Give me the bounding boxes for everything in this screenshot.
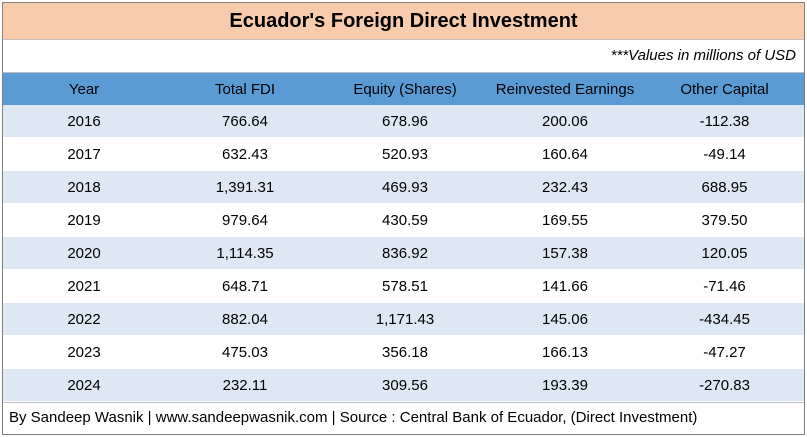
table-row: 2018 1,391.31 469.93 232.43 688.95 bbox=[3, 170, 804, 204]
table: Year Total FDI Equity (Shares) Reinvested E… bbox=[3, 73, 804, 402]
table-row: 2016 766.64 678.96 200.06 -112.38 bbox=[3, 105, 804, 138]
table-row: 2023 475.03 356.18 166.13 -47.27 bbox=[3, 335, 804, 369]
value-cell: 469.93 bbox=[325, 170, 485, 204]
value-cell: 232.43 bbox=[485, 170, 645, 204]
header-row: Year Total FDI Equity (Shares) Reinvested E… bbox=[3, 73, 804, 105]
value-cell: 648.71 bbox=[165, 269, 325, 303]
value-cell: 1,114.35 bbox=[165, 236, 325, 270]
footer: By Sandeep Wasnik | www.sandeepwasnik.co… bbox=[3, 402, 804, 433]
value-cell: -47.27 bbox=[645, 335, 804, 369]
value-cell: -270.83 bbox=[645, 368, 804, 402]
value-cell: 193.39 bbox=[485, 368, 645, 402]
value-cell: 979.64 bbox=[165, 203, 325, 237]
value-cell: 120.05 bbox=[645, 236, 804, 270]
value-cell: 200.06 bbox=[485, 105, 645, 138]
table-row: 2020 1,114.35 836.92 157.38 120.05 bbox=[3, 236, 804, 270]
year-cell: 2023 bbox=[3, 335, 165, 369]
value-cell: 157.38 bbox=[485, 236, 645, 270]
value-cell: -112.38 bbox=[645, 105, 804, 138]
year-cell: 2019 bbox=[3, 203, 165, 237]
value-cell: 145.06 bbox=[485, 302, 645, 336]
note: ***Values in millions of USD bbox=[3, 40, 804, 73]
title: Ecuador's Foreign Direct Investment bbox=[3, 3, 804, 40]
year-cell: 2018 bbox=[3, 170, 165, 204]
year-cell: 2021 bbox=[3, 269, 165, 303]
value-cell: -434.45 bbox=[645, 302, 804, 336]
column-header: Equity (Shares) bbox=[325, 73, 485, 105]
value-cell: 678.96 bbox=[325, 105, 485, 138]
value-cell: 430.59 bbox=[325, 203, 485, 237]
table-body: 2016 766.64 678.96 200.06 -112.38 2017 632.43 5… bbox=[3, 105, 804, 402]
year-cell: 2024 bbox=[3, 368, 165, 402]
value-cell: 475.03 bbox=[165, 335, 325, 369]
column-header: Reinvested Earnings bbox=[485, 73, 645, 105]
table-row: 2017 632.43 520.93 160.64 -49.14 bbox=[3, 137, 804, 171]
value-cell: 379.50 bbox=[645, 203, 804, 237]
column-header: Year bbox=[3, 73, 165, 105]
year-cell: 2017 bbox=[3, 137, 165, 171]
value-cell: 578.51 bbox=[325, 269, 485, 303]
value-cell: 836.92 bbox=[325, 236, 485, 270]
value-cell: 882.04 bbox=[165, 302, 325, 336]
value-cell: 160.64 bbox=[485, 137, 645, 171]
column-header: Total FDI bbox=[165, 73, 325, 105]
value-cell: 1,391.31 bbox=[165, 170, 325, 204]
table-row: 2021 648.71 578.51 141.66 -71.46 bbox=[3, 269, 804, 303]
year-cell: 2022 bbox=[3, 302, 165, 336]
column-header: Other Capital bbox=[645, 73, 804, 105]
table-row: 2019 979.64 430.59 169.55 379.50 bbox=[3, 203, 804, 237]
value-cell: 520.93 bbox=[325, 137, 485, 171]
value-cell: 766.64 bbox=[165, 105, 325, 138]
value-cell: 169.55 bbox=[485, 203, 645, 237]
year-cell: 2020 bbox=[3, 236, 165, 270]
value-cell: 632.43 bbox=[165, 137, 325, 171]
value-cell: -49.14 bbox=[645, 137, 804, 171]
value-cell: 141.66 bbox=[485, 269, 645, 303]
value-cell: 1,171.43 bbox=[325, 302, 485, 336]
table-row: 2024 232.11 309.56 193.39 -270.83 bbox=[3, 368, 804, 402]
table-row: 2022 882.04 1,171.43 145.06 -434.45 bbox=[3, 302, 804, 336]
value-cell: 688.95 bbox=[645, 170, 804, 204]
value-cell: 356.18 bbox=[325, 335, 485, 369]
value-cell: 232.11 bbox=[165, 368, 325, 402]
value-cell: 166.13 bbox=[485, 335, 645, 369]
value-cell: -71.46 bbox=[645, 269, 804, 303]
value-cell: 309.56 bbox=[325, 368, 485, 402]
year-cell: 2016 bbox=[3, 105, 165, 138]
